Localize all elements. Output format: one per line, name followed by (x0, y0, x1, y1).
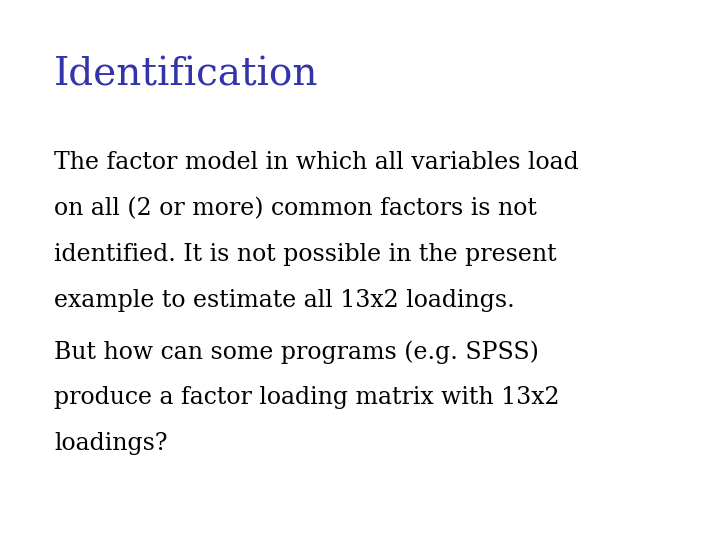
Text: produce a factor loading matrix with 13x2: produce a factor loading matrix with 13x… (54, 386, 559, 409)
Text: identified. It is not possible in the present: identified. It is not possible in the pr… (54, 243, 557, 266)
Text: Identification: Identification (54, 57, 318, 94)
Text: But how can some programs (e.g. SPSS): But how can some programs (e.g. SPSS) (54, 340, 539, 364)
Text: loadings?: loadings? (54, 432, 168, 455)
Text: on all (2 or more) common factors is not: on all (2 or more) common factors is not (54, 197, 537, 220)
Text: The factor model in which all variables load: The factor model in which all variables … (54, 151, 579, 174)
Text: example to estimate all 13x2 loadings.: example to estimate all 13x2 loadings. (54, 289, 515, 312)
